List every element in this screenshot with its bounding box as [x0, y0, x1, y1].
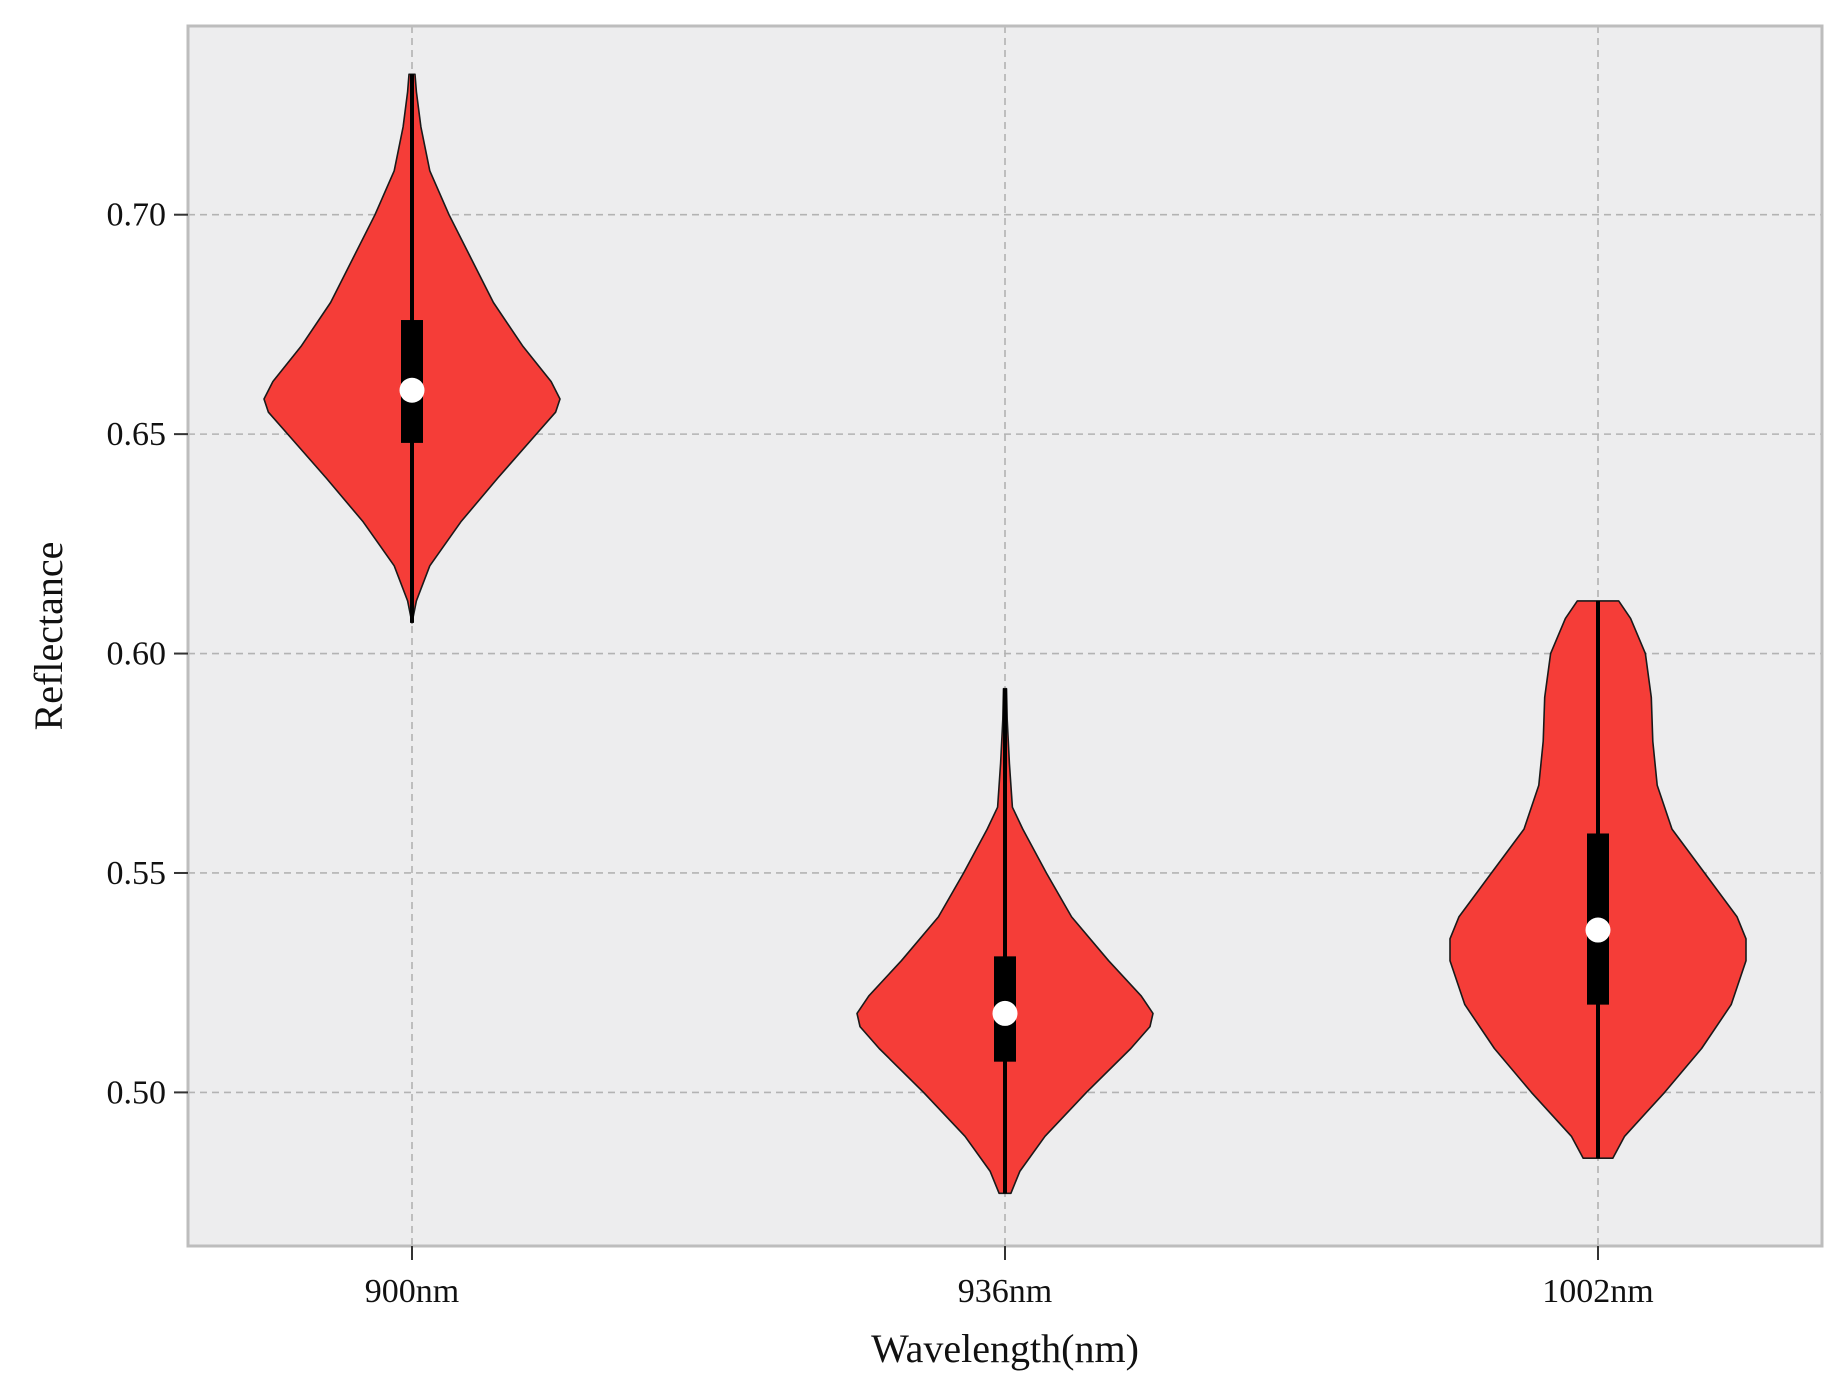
y-tick-label: 0.70 [107, 197, 167, 234]
x-tick-label: 1002nm [1542, 1273, 1653, 1310]
violin-median-marker [399, 377, 425, 403]
axis-ticks: 0.50 0.55 0.60 0.65 0.70 900nm 936nm 1002nm [107, 197, 1654, 1310]
y-tick-label: 0.55 [107, 855, 167, 892]
x-tick-label: 900nm [365, 1273, 459, 1310]
y-tick-label: 0.65 [107, 416, 167, 453]
violin-median-marker [992, 1000, 1018, 1026]
violins [263, 73, 1747, 1195]
y-tick-label: 0.60 [107, 636, 167, 673]
x-tick-label: 936nm [958, 1273, 1052, 1310]
y-tick-label: 0.50 [107, 1074, 167, 1111]
x-axis-label: Wavelength(nm) [871, 1326, 1139, 1371]
violin-median-marker [1585, 917, 1611, 943]
y-axis-label: Reflectance [26, 542, 71, 731]
